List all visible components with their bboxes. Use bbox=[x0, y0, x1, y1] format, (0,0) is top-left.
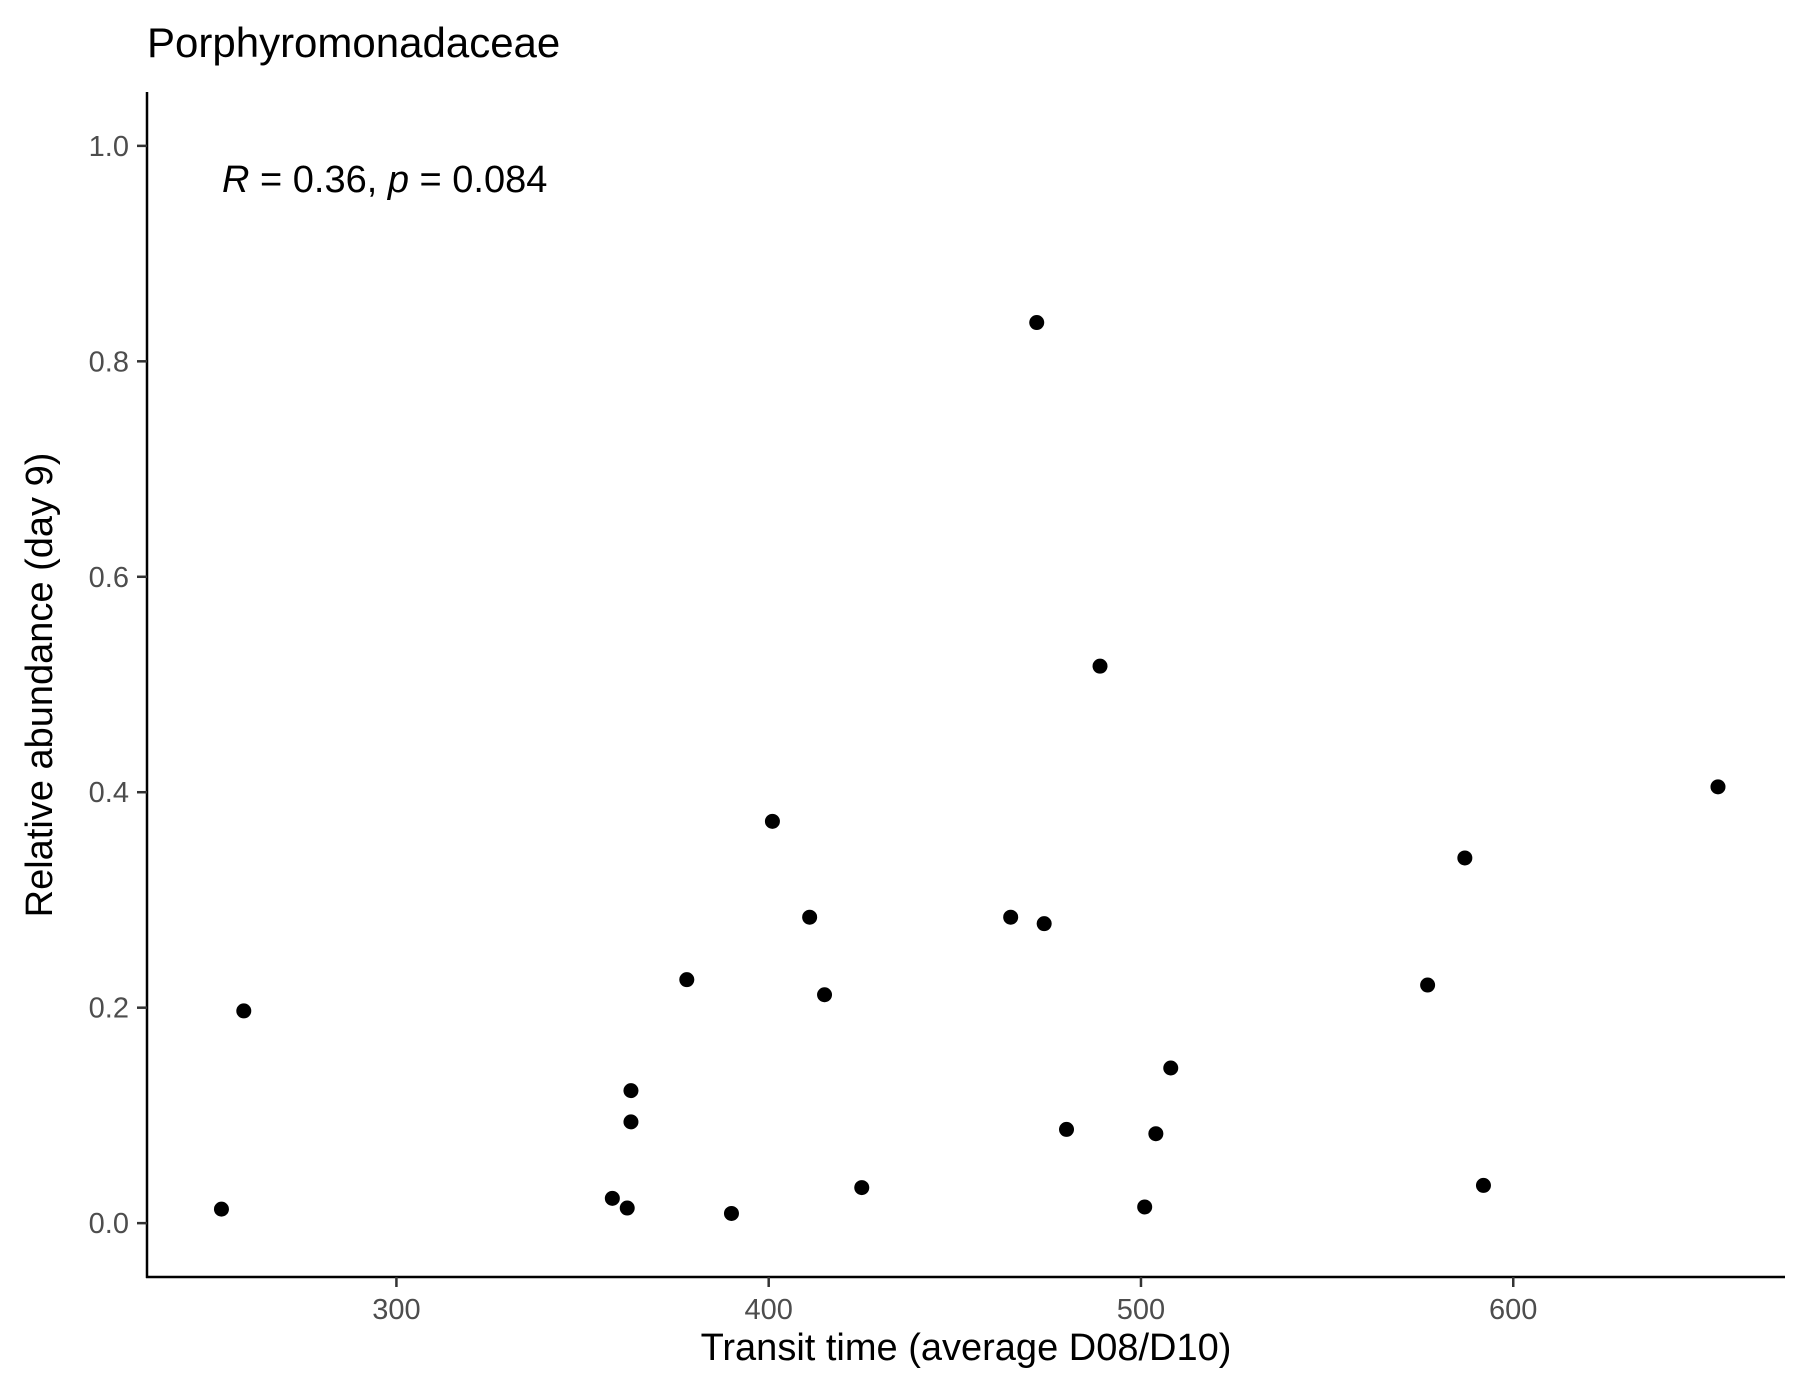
y-tick-label: 0.2 bbox=[89, 993, 129, 1025]
data-point bbox=[619, 1200, 635, 1216]
x-axis-title: Transit time (average D08/D10) bbox=[701, 1327, 1232, 1369]
r-symbol: R bbox=[222, 159, 249, 201]
data-point bbox=[1457, 850, 1473, 866]
y-axis-title: Relative abundance (day 9) bbox=[19, 453, 61, 918]
data-point bbox=[817, 987, 833, 1003]
y-tick-label: 0.0 bbox=[89, 1208, 129, 1240]
r-value: = 0.36, bbox=[249, 159, 387, 201]
y-tick-label: 0.4 bbox=[89, 777, 129, 809]
y-tick-label: 0.8 bbox=[89, 346, 129, 378]
data-point bbox=[764, 813, 780, 829]
data-point bbox=[604, 1190, 620, 1206]
x-tick-label: 600 bbox=[1489, 1294, 1537, 1326]
data-point bbox=[1029, 315, 1045, 331]
data-point bbox=[213, 1201, 229, 1217]
data-point bbox=[1003, 909, 1019, 925]
x-tick-label: 400 bbox=[745, 1294, 793, 1326]
data-point bbox=[623, 1083, 639, 1099]
p-value: = 0.084 bbox=[409, 159, 547, 201]
data-point bbox=[1475, 1177, 1491, 1193]
data-point bbox=[723, 1205, 739, 1221]
correlation-annotation: R = 0.36, p = 0.084 bbox=[222, 159, 547, 201]
data-point bbox=[802, 909, 818, 925]
y-ticks: 0.0 0.2 0.4 0.6 0.8 1.0 bbox=[89, 131, 147, 1240]
x-tick-label: 300 bbox=[372, 1294, 420, 1326]
p-symbol: p bbox=[387, 159, 409, 201]
chart-title: Porphyromonadaceae bbox=[147, 19, 560, 66]
data-point bbox=[1059, 1121, 1075, 1137]
data-point bbox=[1036, 916, 1052, 932]
data-point bbox=[1137, 1199, 1153, 1215]
data-point bbox=[1092, 658, 1108, 674]
data-points bbox=[213, 315, 1726, 1221]
x-tick-label: 500 bbox=[1117, 1294, 1165, 1326]
data-point bbox=[1420, 977, 1436, 993]
y-tick-label: 0.6 bbox=[89, 562, 129, 594]
data-point bbox=[1148, 1126, 1164, 1142]
data-point bbox=[1710, 779, 1726, 795]
data-point bbox=[679, 972, 695, 988]
data-point bbox=[236, 1003, 252, 1019]
data-point bbox=[623, 1114, 639, 1130]
data-point bbox=[854, 1180, 870, 1196]
y-tick-label: 1.0 bbox=[89, 131, 129, 163]
axes bbox=[145, 92, 1785, 1279]
data-point bbox=[1163, 1060, 1179, 1076]
x-ticks: 300 400 500 600 bbox=[372, 1277, 1537, 1326]
